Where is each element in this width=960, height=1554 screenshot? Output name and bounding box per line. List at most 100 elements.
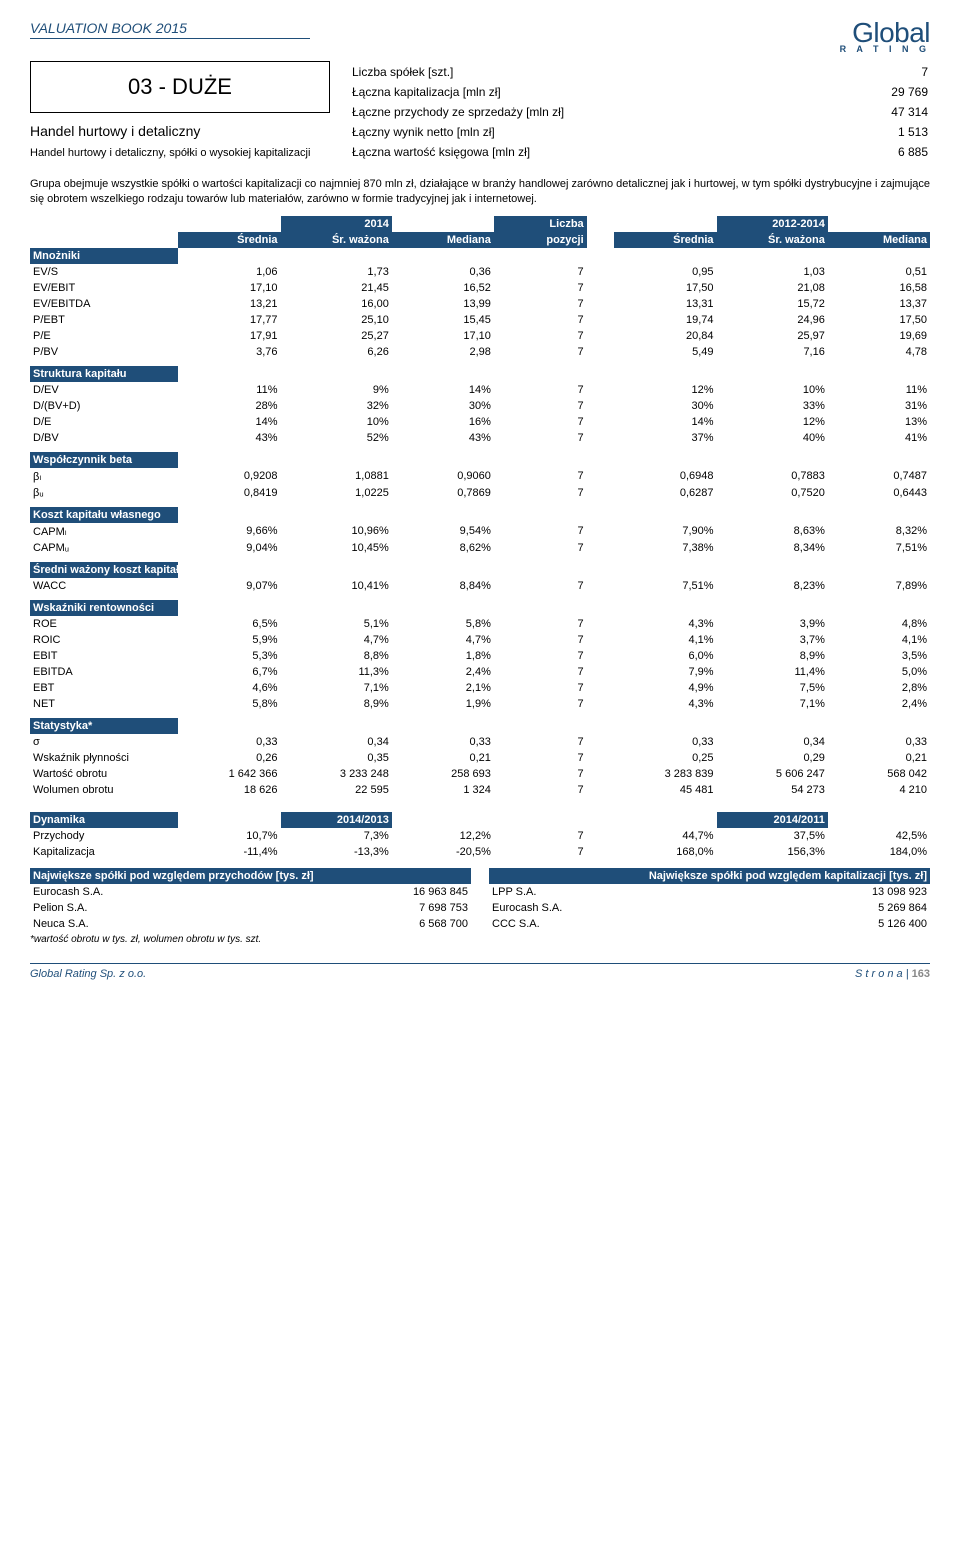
company-name: Pelion S.A.: [30, 900, 300, 916]
stats-label: Liczba spółek [szt.]: [352, 63, 841, 81]
cell: 8,34%: [717, 540, 828, 556]
cell: 8,63%: [717, 523, 828, 540]
hdr-wazona-2: Śr. ważona: [717, 232, 828, 248]
cell: 19,69: [828, 328, 930, 344]
left-column: 03 - DUŻE Handel hurtowy i detaliczny Ha…: [30, 61, 330, 163]
largest-row: Eurocash S.A.16 963 845LPP S.A.13 098 92…: [30, 884, 930, 900]
cell: 7: [494, 782, 587, 798]
cell: 30%: [614, 398, 716, 414]
stats-label: Łączna wartość księgowa [mln zł]: [352, 143, 841, 161]
cell: 5,0%: [828, 664, 930, 680]
row-label: βₗ: [30, 468, 178, 485]
data-row: P/BV3,766,262,9875,497,164,78: [30, 344, 930, 360]
dynamika-table: Dynamika 2014/2013 2014/2011 Przychody10…: [30, 812, 930, 860]
cell: 4,1%: [828, 632, 930, 648]
stats-value: 1 513: [843, 123, 928, 141]
hdr-mediana-2: Mediana: [828, 232, 930, 248]
row-label: P/BV: [30, 344, 178, 360]
cell: 21,45: [281, 280, 392, 296]
dynamika-h2: 2014/2011: [717, 812, 828, 828]
cell: 17,50: [828, 312, 930, 328]
cell: 0,95: [614, 264, 716, 280]
cell: 12%: [614, 382, 716, 398]
cell: 43%: [392, 430, 494, 446]
footer-page-num: 163: [912, 968, 930, 980]
summary-stats: Liczba spółek [szt.]7Łączna kapitalizacj…: [350, 61, 930, 163]
company-name: LPP S.A.: [489, 884, 759, 900]
cell: 13,31: [614, 296, 716, 312]
cell: 0,33: [178, 734, 280, 750]
data-row: Wskaźnik płynności0,260,350,2170,250,290…: [30, 750, 930, 766]
cell: 16,00: [281, 296, 392, 312]
data-row: D/(BV+D)28%32%30%730%33%31%: [30, 398, 930, 414]
data-row: P/EBT17,7725,1015,45719,7424,9617,50: [30, 312, 930, 328]
dynamika-title: Dynamika: [30, 812, 178, 828]
header-row-1: 2014 Liczba 2012-2014: [30, 216, 930, 232]
dynamika-row: Kapitalizacja-11,4%-13,3%-20,5%7168,0%15…: [30, 844, 930, 860]
company-name: Eurocash S.A.: [30, 884, 300, 900]
cell: 3,5%: [828, 648, 930, 664]
cell: -11,4%: [178, 844, 280, 860]
cell: 8,23%: [717, 578, 828, 594]
cell: 7,51%: [614, 578, 716, 594]
cell: 1,06: [178, 264, 280, 280]
dynamika-row: Przychody10,7%7,3%12,2%744,7%37,5%42,5%: [30, 828, 930, 844]
cell: 13%: [828, 414, 930, 430]
row-label: σ: [30, 734, 178, 750]
data-row: D/E14%10%16%714%12%13%: [30, 414, 930, 430]
row-label: D/E: [30, 414, 178, 430]
cell: 44,7%: [614, 828, 716, 844]
cell: 13,37: [828, 296, 930, 312]
row-label: NET: [30, 696, 178, 712]
largest-left-title: Największe spółki pod względem przychodó…: [30, 868, 471, 884]
row-label: EBIT: [30, 648, 178, 664]
cell: 7: [494, 696, 587, 712]
footer-page-label: S t r o n a |: [855, 968, 912, 980]
company-name: Neuca S.A.: [30, 916, 300, 932]
cell: 32%: [281, 398, 392, 414]
cell: 156,3%: [717, 844, 828, 860]
company-value: 5 269 864: [759, 900, 930, 916]
stats-row: Liczba spółek [szt.]7: [352, 63, 928, 81]
cell: 0,9060: [392, 468, 494, 485]
stats-value: 7: [843, 63, 928, 81]
company-name: CCC S.A.: [489, 916, 759, 932]
cell: 11,3%: [281, 664, 392, 680]
row-label: ROIC: [30, 632, 178, 648]
data-row: σ0,330,340,3370,330,340,33: [30, 734, 930, 750]
stats-row: Łączny wynik netto [mln zł]1 513: [352, 123, 928, 141]
company-value: 16 963 845: [300, 884, 471, 900]
cell: 3,76: [178, 344, 280, 360]
cell: 17,50: [614, 280, 716, 296]
hdr-wazona-1: Śr. ważona: [281, 232, 392, 248]
cell: 0,9208: [178, 468, 280, 485]
cell: 0,21: [828, 750, 930, 766]
cell: 7: [494, 664, 587, 680]
largest-companies-table: Największe spółki pod względem przychodó…: [30, 868, 930, 932]
cell: 0,34: [281, 734, 392, 750]
cell: 21,08: [717, 280, 828, 296]
cell: 5,1%: [281, 616, 392, 632]
cell: 10,7%: [178, 828, 280, 844]
cell: 9%: [281, 382, 392, 398]
section-title: Statystyka*: [30, 718, 178, 734]
cell: 7: [494, 680, 587, 696]
cell: 5,8%: [392, 616, 494, 632]
row-label: Wartość obrotu: [30, 766, 178, 782]
cell: 52%: [281, 430, 392, 446]
cell: 7,38%: [614, 540, 716, 556]
cell: 12%: [717, 414, 828, 430]
cell: 2,1%: [392, 680, 494, 696]
stats-label: Łączne przychody ze sprzedaży [mln zł]: [352, 103, 841, 121]
row-label: P/EBT: [30, 312, 178, 328]
cell: 1,0881: [281, 468, 392, 485]
largest-right-title: Największe spółki pod względem kapitaliz…: [489, 868, 930, 884]
cell: 12,2%: [392, 828, 494, 844]
cell: 1,73: [281, 264, 392, 280]
data-row: Wartość obrotu1 642 3663 233 248258 6937…: [30, 766, 930, 782]
data-row: NET5,8%8,9%1,9%74,3%7,1%2,4%: [30, 696, 930, 712]
cell: 7: [494, 540, 587, 556]
cell: 20,84: [614, 328, 716, 344]
hdr-srednia-2: Średnia: [614, 232, 716, 248]
right-column: Liczba spółek [szt.]7Łączna kapitalizacj…: [350, 61, 930, 163]
